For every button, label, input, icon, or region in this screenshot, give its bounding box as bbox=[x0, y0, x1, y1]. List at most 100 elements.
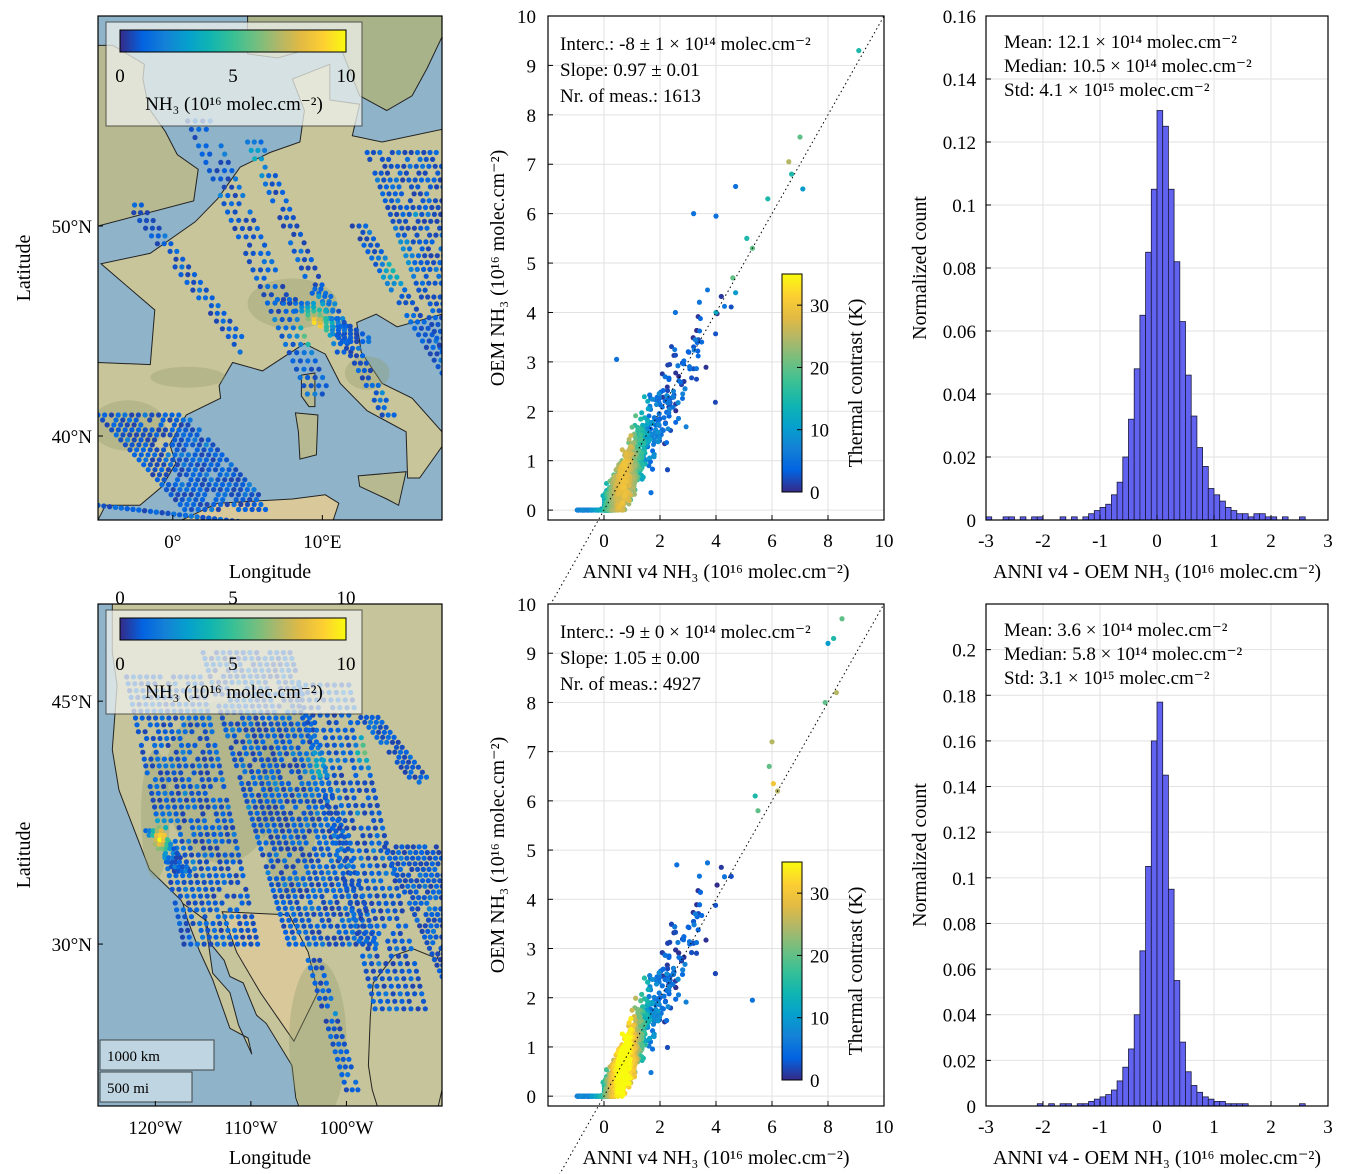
observation-dot bbox=[183, 864, 190, 870]
observation-dot bbox=[467, 946, 472, 951]
y-tick-label: 4 bbox=[527, 303, 537, 324]
observation-dot bbox=[222, 492, 228, 498]
scatter-point bbox=[694, 950, 699, 956]
observation-dot bbox=[232, 838, 239, 844]
observation-dot bbox=[391, 412, 397, 418]
observation-dot bbox=[280, 223, 287, 229]
observation-dot bbox=[175, 818, 181, 824]
observation-dot bbox=[396, 754, 402, 760]
observation-dot bbox=[135, 412, 141, 418]
observation-dot bbox=[187, 749, 193, 755]
observation-dot bbox=[349, 345, 356, 351]
observation-dot bbox=[190, 442, 196, 448]
observation-dot bbox=[286, 715, 292, 721]
observation-dot bbox=[385, 734, 391, 740]
observation-dot bbox=[326, 810, 332, 816]
observation-dot bbox=[200, 934, 206, 940]
observation-dot bbox=[408, 184, 415, 190]
observation-dot bbox=[183, 442, 189, 448]
observation-dot bbox=[301, 834, 307, 840]
observation-dot bbox=[161, 722, 167, 728]
observation-dot bbox=[335, 727, 341, 733]
observation-dot bbox=[204, 501, 210, 508]
scatter-point bbox=[671, 388, 676, 394]
observation-dot bbox=[296, 905, 302, 912]
observation-dot bbox=[415, 764, 421, 770]
scatter-point bbox=[664, 1018, 670, 1024]
observation-dot bbox=[346, 1056, 352, 1062]
observation-dot bbox=[385, 908, 391, 914]
observation-dot bbox=[342, 757, 348, 763]
observation-dot bbox=[319, 917, 325, 923]
observation-dot bbox=[346, 917, 352, 923]
observation-dot bbox=[221, 941, 227, 947]
observation-dot bbox=[318, 980, 324, 986]
observation-dot bbox=[285, 846, 291, 852]
observation-dot bbox=[363, 968, 369, 974]
observation-dot bbox=[188, 506, 195, 513]
observation-dot bbox=[229, 852, 235, 858]
observation-dot bbox=[179, 482, 185, 488]
observation-dot bbox=[304, 935, 310, 941]
scatter-point bbox=[660, 966, 666, 972]
observation-dot bbox=[320, 301, 326, 307]
observation-dot bbox=[122, 427, 128, 433]
observation-dot bbox=[317, 742, 323, 748]
y-tick-label: 9 bbox=[527, 56, 537, 77]
observation-dot bbox=[247, 225, 253, 232]
observation-dot bbox=[208, 756, 214, 762]
observation-dot bbox=[201, 477, 208, 483]
observation-dot bbox=[349, 848, 355, 854]
observation-dot bbox=[212, 804, 218, 810]
observation-dot bbox=[216, 825, 222, 831]
observation-dot bbox=[325, 846, 331, 852]
observation-dot bbox=[98, 502, 101, 508]
observation-dot bbox=[280, 283, 286, 290]
observation-dot bbox=[186, 497, 192, 503]
scatter-point bbox=[681, 934, 687, 940]
observation-dot bbox=[382, 255, 388, 261]
observation-dot bbox=[161, 818, 167, 824]
observation-dot bbox=[187, 417, 193, 423]
observation-dot bbox=[222, 477, 228, 483]
observation-dot bbox=[186, 715, 192, 721]
observation-dot bbox=[387, 274, 393, 280]
observation-dot bbox=[454, 253, 459, 258]
observation-dot bbox=[388, 287, 394, 293]
observation-dot bbox=[165, 452, 171, 458]
scatter-point bbox=[618, 470, 624, 476]
observation-dot bbox=[316, 792, 322, 798]
observation-dot bbox=[351, 825, 357, 831]
y-tick-label: 1 bbox=[527, 452, 537, 473]
observation-dot bbox=[279, 780, 285, 787]
observation-dot bbox=[179, 497, 185, 503]
observation-dot bbox=[464, 315, 469, 320]
scatter-point bbox=[680, 396, 685, 401]
observation-dot bbox=[292, 917, 299, 923]
observation-dot bbox=[243, 234, 249, 240]
observation-dot bbox=[390, 184, 396, 190]
land-sicily bbox=[357, 471, 407, 507]
observation-dot bbox=[232, 333, 238, 340]
observation-dot bbox=[463, 923, 468, 928]
observation-dot bbox=[177, 893, 183, 899]
observation-dot bbox=[295, 257, 301, 263]
observation-dot bbox=[284, 935, 290, 941]
observation-dot bbox=[176, 442, 182, 448]
observation-dot bbox=[176, 412, 182, 418]
observation-dot bbox=[397, 930, 403, 937]
observation-dot bbox=[319, 1003, 325, 1009]
observation-dot bbox=[183, 427, 189, 433]
observation-dot bbox=[227, 318, 233, 324]
observation-dot bbox=[403, 923, 409, 929]
observation-dot bbox=[386, 1006, 392, 1012]
observation-dot bbox=[300, 828, 306, 834]
observation-dot bbox=[439, 543, 444, 548]
observation-dot bbox=[374, 983, 380, 989]
observation-dot bbox=[158, 828, 164, 834]
observation-dot bbox=[472, 957, 477, 962]
observation-dot bbox=[237, 774, 243, 781]
observation-dot bbox=[391, 734, 397, 740]
observation-dot bbox=[400, 872, 406, 878]
